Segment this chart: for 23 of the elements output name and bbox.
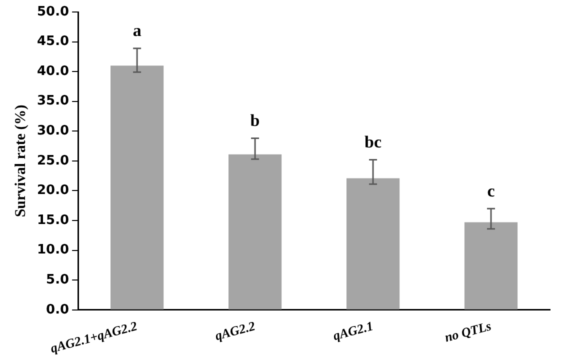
y-tick-label: 10.0 [36, 242, 70, 258]
bar [228, 154, 282, 310]
bar [110, 66, 164, 310]
y-tick-label: 50.0 [36, 4, 70, 20]
y-tick-label: 45.0 [36, 34, 70, 50]
y-tick-label: 20.0 [36, 183, 70, 198]
y-tick-label: 30.0 [36, 124, 70, 139]
y-tick-label: 0.0 [46, 302, 70, 318]
annotation: a [132, 21, 142, 40]
annotation: c [487, 182, 496, 200]
bar [346, 178, 400, 310]
y-axis-title: Survival rate (%) [12, 104, 29, 218]
y-tick-label: 40.0 [36, 64, 70, 79]
y-tick-label: 5.0 [46, 272, 70, 288]
x-tick-label: no QTLs [443, 318, 493, 345]
y-tick-label: 35.0 [36, 94, 70, 109]
x-tick-label: qAG2.1 [331, 318, 375, 344]
y-tick-label: 15.0 [36, 212, 70, 228]
bar [464, 222, 518, 310]
x-tick-label: qAG2.2 [213, 318, 258, 344]
annotation: bc [364, 132, 382, 152]
annotation: b [250, 111, 260, 130]
y-tick-label: 25.0 [36, 153, 70, 168]
